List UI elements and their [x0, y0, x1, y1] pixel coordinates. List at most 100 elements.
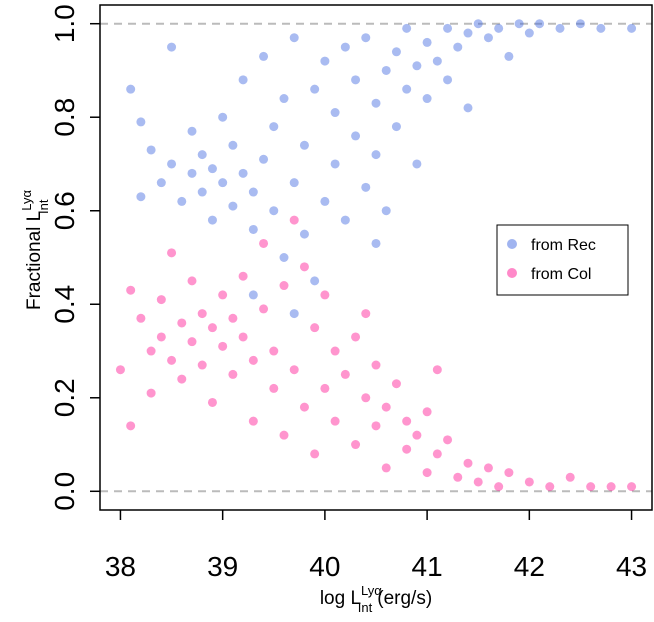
legend-marker — [507, 239, 517, 249]
point — [340, 369, 350, 379]
point — [289, 365, 299, 375]
y-tick-label: 0.4 — [49, 285, 80, 324]
point — [473, 19, 483, 29]
point — [361, 393, 371, 403]
y-tick-label: 0.2 — [49, 378, 80, 417]
point — [627, 482, 637, 492]
point — [483, 463, 493, 473]
point — [483, 33, 493, 43]
point — [289, 215, 299, 225]
x-tick-label: 39 — [207, 551, 238, 582]
point — [340, 42, 350, 52]
point — [269, 346, 279, 356]
point — [136, 117, 146, 127]
point — [381, 463, 391, 473]
point — [514, 19, 524, 29]
point — [269, 122, 279, 132]
point — [167, 248, 177, 258]
y-tick-label: 0.6 — [49, 191, 80, 230]
point — [371, 421, 381, 431]
point — [248, 416, 258, 426]
point — [299, 402, 309, 412]
point — [330, 346, 340, 356]
point — [187, 337, 197, 347]
point — [463, 458, 473, 468]
x-label-text: log L — [320, 588, 361, 609]
x-tick-label: 42 — [514, 551, 545, 582]
point — [545, 482, 555, 492]
point — [279, 281, 289, 291]
point — [238, 75, 248, 85]
x-tick-label: 40 — [309, 551, 340, 582]
point — [238, 332, 248, 342]
point — [177, 196, 187, 206]
point — [310, 276, 320, 286]
point — [279, 253, 289, 262]
point — [269, 383, 279, 393]
x-label-unit: (erg/s) — [377, 588, 432, 609]
point — [371, 98, 381, 108]
point — [412, 159, 422, 169]
x-tick-label: 43 — [616, 551, 647, 582]
point — [361, 33, 371, 43]
x-tick-label: 41 — [412, 551, 443, 582]
y-label-sup: Lyα — [19, 189, 34, 210]
point — [402, 416, 412, 426]
point — [402, 444, 412, 454]
point — [269, 206, 279, 216]
plot-frame — [99, 4, 653, 511]
point — [259, 304, 269, 314]
point — [371, 360, 381, 370]
point — [463, 103, 473, 113]
y-label-sub: Int — [36, 199, 51, 214]
point — [330, 159, 340, 169]
point — [555, 23, 565, 33]
point — [361, 182, 371, 192]
point — [310, 84, 320, 94]
point — [187, 126, 197, 136]
point — [238, 271, 248, 281]
point — [279, 94, 289, 104]
point — [596, 23, 606, 33]
point — [207, 164, 217, 174]
point — [187, 168, 197, 178]
point — [289, 309, 299, 319]
point — [351, 131, 361, 141]
point — [391, 47, 401, 57]
point — [228, 140, 238, 150]
point — [136, 313, 146, 323]
point — [565, 472, 575, 482]
point — [167, 159, 177, 169]
point — [146, 145, 156, 155]
point — [504, 468, 514, 478]
point — [207, 323, 217, 333]
point — [340, 215, 350, 225]
point — [504, 51, 514, 61]
point — [197, 187, 207, 197]
legend-box — [496, 224, 629, 296]
point — [422, 407, 432, 417]
point — [422, 37, 432, 47]
point — [156, 332, 166, 342]
point — [443, 75, 453, 85]
y-label-text: Fractional L — [24, 211, 45, 310]
point — [238, 168, 248, 178]
point — [259, 154, 269, 164]
point — [197, 309, 207, 319]
point — [494, 23, 504, 33]
point — [351, 440, 361, 450]
point — [248, 224, 258, 234]
point — [126, 84, 136, 94]
point — [381, 65, 391, 75]
point — [167, 355, 177, 365]
legend-label: from Rec — [531, 237, 596, 254]
x-axis-label: log LLyα Int (erg/s) — [320, 583, 432, 615]
point — [320, 383, 330, 393]
point — [330, 108, 340, 118]
point — [412, 430, 422, 440]
point — [402, 23, 412, 33]
point — [197, 150, 207, 160]
point — [248, 187, 258, 197]
point — [207, 215, 217, 225]
